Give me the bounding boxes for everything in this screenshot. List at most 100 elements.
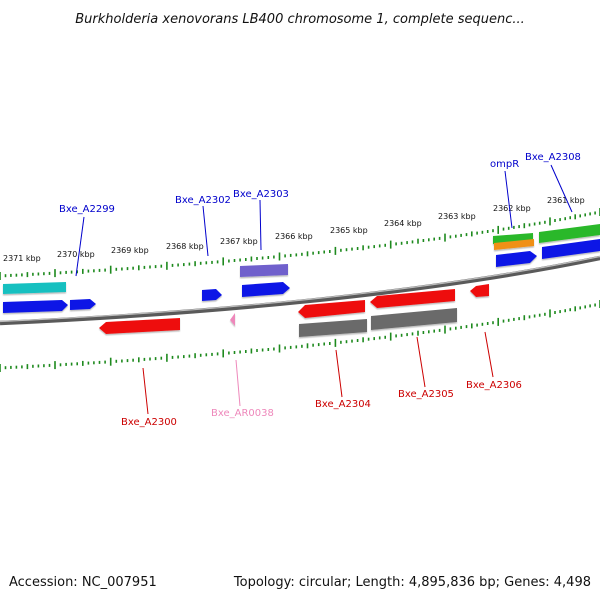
gene-label-bxe-a2304[interactable]: Bxe_A2304 — [315, 399, 371, 410]
outer-scale-tick — [115, 267, 118, 271]
gene-arrow-blue-small[interactable] — [70, 299, 96, 310]
inner-scale-tick — [438, 328, 441, 332]
rna-arrow-bxe-ar0038[interactable] — [230, 313, 235, 326]
inner-scale-tick — [444, 325, 446, 334]
gene-arrow-bxe-a2308[interactable] — [542, 239, 600, 259]
scale-label-2368: 2368 kbp — [166, 242, 204, 251]
outer-scale-tick — [306, 251, 309, 257]
gene-arrow-bxe-a2300[interactable] — [99, 318, 180, 334]
outer-scale-tick — [481, 230, 484, 234]
outer-scale-tick — [569, 216, 571, 220]
gene-arrow-bxe-a2304-gray[interactable] — [299, 319, 367, 337]
inner-scale-tick — [497, 317, 499, 326]
reverse-leader-lines — [142, 331, 494, 415]
inner-scale-tick — [171, 355, 174, 359]
gene-label-bxe-a2303[interactable]: Bxe_A2303 — [233, 189, 289, 200]
inner-scale-tick — [492, 321, 494, 325]
gene-arrow-ompr[interactable] — [496, 251, 537, 267]
inner-scale-tick — [82, 360, 84, 366]
inner-scale-tick — [70, 362, 73, 366]
outer-scale-tick — [261, 256, 264, 260]
forward-features — [3, 224, 600, 313]
gene-label-bxe-a2306[interactable]: Bxe_A2306 — [466, 380, 522, 391]
outer-scale-tick — [228, 259, 230, 263]
outer-scale-tick — [284, 254, 286, 258]
inner-scale-tick — [138, 357, 140, 363]
inner-scale-tick — [367, 337, 370, 341]
genome-summary-text: Topology: circular; Length: 4,895,836 bp… — [233, 575, 591, 590]
scale-label-2366: 2366 kbp — [275, 232, 313, 241]
outer-scale-tick — [205, 261, 208, 265]
inner-scale-tick — [389, 332, 392, 341]
inner-scale-tick — [183, 355, 185, 359]
inner-scale-tick — [422, 331, 425, 334]
outer-scale-tick — [0, 272, 1, 280]
inner-scale-tick — [476, 323, 478, 327]
inner-scale-tick — [199, 353, 202, 357]
outer-scale-track — [0, 208, 600, 280]
gene-arrow-bxe-a2303-purple[interactable] — [240, 264, 288, 277]
gene-arrow-cyan[interactable] — [3, 282, 66, 294]
inner-scale-tick — [317, 343, 320, 347]
genome-backbone-highlight — [0, 255, 600, 323]
outer-scale-tick — [340, 248, 342, 252]
inner-scale-tick — [239, 350, 241, 354]
outer-scale-tick — [492, 229, 494, 233]
inner-scale-tick — [194, 353, 196, 359]
gene-arrow-bxe-a2299[interactable] — [3, 300, 68, 313]
gene-arrow-bxe-a2304[interactable] — [298, 300, 365, 318]
inner-scale-tick — [544, 312, 546, 316]
gene-label-bxe-a2302[interactable]: Bxe_A2302 — [175, 195, 231, 206]
inner-scale-tick — [312, 343, 314, 347]
gene-arrow-bxe-a2302[interactable] — [202, 289, 222, 301]
inner-scale-tick — [502, 319, 505, 323]
inner-scale-tick — [228, 351, 230, 355]
gene-arrow-bxe-a2305[interactable] — [370, 289, 455, 308]
outer-scale-tick — [149, 265, 151, 269]
inner-scale-tick — [589, 304, 591, 308]
outer-scale-tick — [245, 258, 247, 261]
outer-scale-tick — [143, 265, 146, 269]
inner-scale-track — [0, 300, 600, 372]
forward-leader-lines — [75, 164, 573, 277]
gene-arrow-ompr-orange[interactable] — [494, 239, 534, 250]
outer-scale-tick — [395, 242, 397, 246]
gene-arrow-bxe-a2308-green[interactable] — [539, 224, 600, 243]
inner-scale-tick — [417, 330, 419, 336]
outer-scale-tick — [87, 269, 90, 273]
gene-label-ompr[interactable]: ompR — [490, 159, 519, 170]
outer-scale-tick — [502, 227, 505, 231]
gene-label-bxe-a2299[interactable]: Bxe_A2299 — [59, 204, 115, 215]
scale-label-2365: 2365 kbp — [330, 226, 368, 235]
outer-scale-tick — [301, 252, 303, 256]
gene-arrow-bxe-a2306[interactable] — [470, 284, 489, 297]
outer-scale-tick — [549, 217, 551, 226]
scale-labels: 2371 kbp 2370 kbp 2369 kbp 2368 kbp 2367… — [3, 196, 585, 263]
outer-scale-tick — [93, 269, 95, 273]
gene-label-bxe-a2300[interactable]: Bxe_A2300 — [121, 417, 177, 428]
gene-label-bxe-ar0038[interactable]: Bxe_AR0038 — [211, 408, 274, 419]
inner-scale-tick — [378, 336, 381, 340]
genome-backbone — [0, 255, 600, 326]
inner-scale-tick — [345, 340, 348, 344]
gene-label-bxe-a2305[interactable]: Bxe_A2305 — [398, 389, 454, 400]
inner-scale-tick — [177, 355, 179, 359]
outer-scale-tick — [356, 247, 359, 250]
gene-arrow-bxe-a2305-gray[interactable] — [371, 308, 457, 330]
inner-scale-tick — [549, 309, 551, 318]
outer-scale-tick — [171, 263, 174, 267]
inner-scale-tick — [93, 361, 95, 365]
outer-scale-tick — [589, 212, 591, 216]
gene-label-bxe-a2308[interactable]: Bxe_A2308 — [525, 152, 581, 163]
inner-scale-tick — [267, 348, 270, 351]
gene-arrow-bxe-a2303[interactable] — [242, 282, 290, 297]
outer-scale-tick — [32, 272, 34, 276]
outer-scale-tick — [406, 241, 408, 245]
outer-scale-tick — [126, 267, 129, 271]
inner-scale-tick — [43, 364, 45, 368]
inner-scale-tick — [356, 339, 359, 342]
outer-scale-tick — [37, 272, 40, 276]
inner-scale-tick — [48, 363, 51, 367]
outer-scale-tick — [476, 231, 478, 235]
